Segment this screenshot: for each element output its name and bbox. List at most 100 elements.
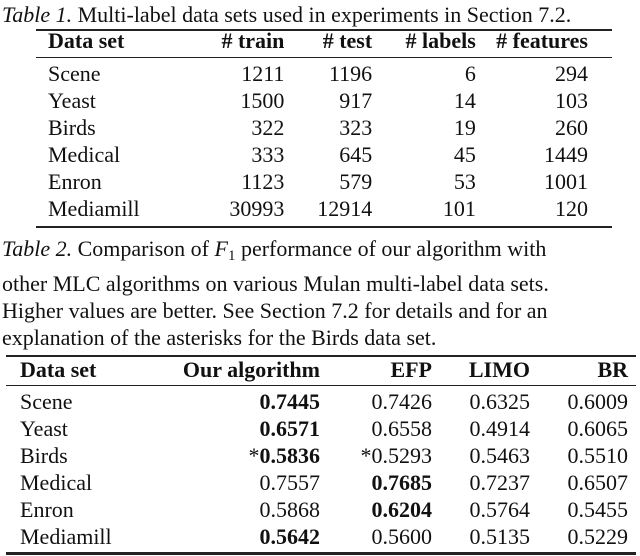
value: 0.5642 xyxy=(259,524,321,549)
cell-value: 0.6558 xyxy=(320,415,433,442)
table2-header-dataset: Data set xyxy=(20,357,97,382)
table1: Data set # train # test # labels # featu… xyxy=(38,27,610,222)
cell-value: 0.5135 xyxy=(432,523,531,550)
cell: 30993 xyxy=(229,196,285,221)
table2-body: Scene 0.7445 0.7426 0.6325 0.6009 Yeast 0.6571… xyxy=(8,383,636,550)
cell-value: 0.6571 xyxy=(140,415,321,442)
table2-header-row: Data set Our algorithm EFP LIMO BR xyxy=(8,356,636,383)
table2-caption-line: Table 2. Comparison of F1 performance of… xyxy=(2,235,640,270)
cell-value: 0.6065 xyxy=(530,415,636,442)
cell: Birds xyxy=(48,115,96,140)
cell-dataset: Enron xyxy=(20,497,74,522)
table2-caption-line: explanation of the asterisks for the Bir… xyxy=(2,325,437,350)
value: 0.6325 xyxy=(469,389,531,414)
cell: Scene xyxy=(48,61,101,86)
value: 0.6571 xyxy=(259,416,321,441)
cell-value: *0.5836 xyxy=(140,442,321,469)
cell: 294 xyxy=(555,61,588,86)
math-subscript: 1 xyxy=(227,248,236,264)
value: 0.5600 xyxy=(371,524,433,549)
f1-math: F1 xyxy=(214,236,236,264)
cell-value: 0.5868 xyxy=(140,496,321,523)
cell: 917 xyxy=(339,88,373,113)
value: 0.6558 xyxy=(371,416,433,441)
table-row: Yeast 1500 917 14 103 xyxy=(38,87,610,114)
value: 0.7426 xyxy=(371,389,433,414)
cell-dataset: Yeast xyxy=(20,416,68,441)
cell: 1196 xyxy=(329,61,373,86)
cell: 19 xyxy=(453,115,476,140)
table2-top-rule xyxy=(6,355,636,357)
table-row: Mediamill 30993 12914 101 120 xyxy=(38,195,610,222)
value: 0.5764 xyxy=(469,497,531,522)
table2-caption-line: Higher values are better. See Section 7.… xyxy=(2,298,548,323)
cell-value: 0.7685 xyxy=(320,469,433,496)
cell-value: 0.5463 xyxy=(432,442,531,469)
value: 0.6204 xyxy=(371,497,433,522)
cell: Yeast xyxy=(48,88,96,113)
cell: 260 xyxy=(555,115,588,140)
cell-value: 0.4914 xyxy=(432,415,531,442)
cell: 14 xyxy=(453,88,476,113)
table-row: Birds *0.5836 *0.5293 0.5463 0.5510 xyxy=(8,442,636,469)
table-row: Medical 333 645 45 1449 xyxy=(38,141,610,168)
cell: 103 xyxy=(555,88,588,113)
cell-dataset: Medical xyxy=(20,470,93,495)
table-row: Yeast 0.6571 0.6558 0.4914 0.6065 xyxy=(8,415,636,442)
table1-header-dataset: Data set xyxy=(48,28,125,53)
value: 0.5868 xyxy=(259,497,321,522)
cell: 1500 xyxy=(240,88,285,113)
cell-value: 0.6507 xyxy=(530,469,636,496)
table1-header-rule xyxy=(36,57,612,58)
cell: 120 xyxy=(555,196,588,221)
table-row: Scene 1211 1196 6 294 xyxy=(38,60,610,87)
table1-header-train: # train xyxy=(221,28,285,53)
cell: 1449 xyxy=(544,142,588,167)
table2-header-our-algorithm: Our algorithm xyxy=(182,357,320,382)
value: 0.4914 xyxy=(469,416,531,441)
caption-text: performance of our algorithm with xyxy=(235,236,547,261)
cell-value: 0.7426 xyxy=(320,388,433,415)
value: 0.5836 xyxy=(259,443,321,468)
cell: 1123 xyxy=(241,169,285,194)
caption-text: Comparison of xyxy=(72,236,215,261)
value: 0.5293 xyxy=(371,443,433,468)
cell: 45 xyxy=(453,142,476,167)
cell-value: 0.6009 xyxy=(530,388,636,415)
cell: 579 xyxy=(339,169,373,194)
table2-bottom-rule xyxy=(6,552,636,555)
value: 0.5455 xyxy=(567,497,629,522)
table-row: Mediamill 0.5642 0.5600 0.5135 0.5229 xyxy=(8,523,636,550)
table2-header-limo: LIMO xyxy=(468,357,530,382)
cell: 645 xyxy=(339,142,373,167)
table1-header-test: # test xyxy=(322,28,373,53)
cell: 1211 xyxy=(241,61,285,86)
cell: Enron xyxy=(48,169,102,194)
cell-value: 0.6325 xyxy=(432,388,531,415)
cell-value: 0.5455 xyxy=(530,496,636,523)
table2-caption-label: Table 2. xyxy=(2,236,73,261)
table-row: Medical 0.7557 0.7685 0.7237 0.6507 xyxy=(8,469,636,496)
table1-bottom-rule xyxy=(36,226,612,228)
cell-dataset: Mediamill xyxy=(20,524,112,549)
value: 0.5463 xyxy=(469,443,531,468)
table1-caption-text: Multi-label data sets used in experiment… xyxy=(72,2,572,27)
table-row: Enron 1123 579 53 1001 xyxy=(38,168,610,195)
cell-value: *0.5293 xyxy=(320,442,433,469)
cell-value: 0.5642 xyxy=(140,523,321,550)
table2-caption: Table 2. Comparison of F1 performance of… xyxy=(2,235,640,351)
table1-caption-label: Table 1. xyxy=(2,2,73,27)
value: 0.7557 xyxy=(259,470,321,495)
cell: 6 xyxy=(464,61,476,86)
cell-value: 0.5600 xyxy=(320,523,433,550)
cell: 1001 xyxy=(544,169,588,194)
table1-header-features: # features xyxy=(496,28,588,53)
table-row: Birds 322 323 19 260 xyxy=(38,114,610,141)
cell-value: 0.7557 xyxy=(140,469,321,496)
table2-header-br: BR xyxy=(597,357,628,382)
table1-header-row: Data set # train # test # labels # featu… xyxy=(38,27,610,54)
value: 0.7445 xyxy=(259,389,321,414)
cell: Mediamill xyxy=(48,196,140,221)
cell: 323 xyxy=(339,115,373,140)
table2-caption-line: other MLC algorithms on various Mulan mu… xyxy=(2,271,549,296)
